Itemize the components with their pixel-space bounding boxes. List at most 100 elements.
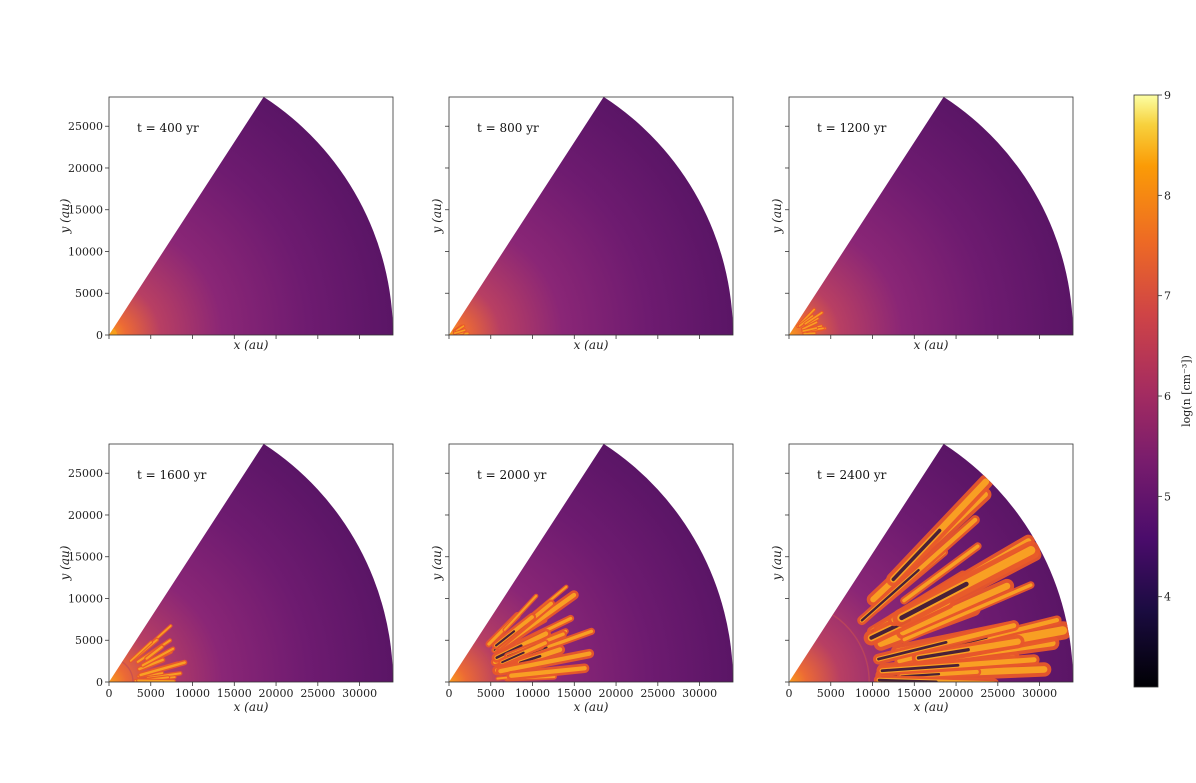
- finger-void: [916, 648, 970, 660]
- colorbar-tick-label: 9: [1164, 89, 1171, 102]
- x-tick-label: 30000: [682, 687, 717, 700]
- colorbar-label: log(n [cm⁻³]): [1180, 355, 1193, 427]
- finger-core: [902, 544, 980, 603]
- y-axis-label: y (au): [58, 545, 72, 581]
- y-axis-label: y (au): [770, 198, 784, 234]
- time-label: t = 2000 yr: [477, 468, 547, 482]
- finger-void: [518, 654, 542, 664]
- density-wedge: [109, 96, 393, 336]
- inner-ring: [832, 614, 870, 682]
- axes-frame: [448, 96, 734, 336]
- axes-frame: [448, 443, 734, 683]
- finger-core: [141, 647, 175, 667]
- colorbar-tick-label: 4: [1164, 591, 1171, 604]
- finger-core: [802, 327, 818, 332]
- finger-core: [129, 641, 152, 662]
- time-label: t = 1200 yr: [817, 121, 887, 135]
- axes-frame: [788, 443, 1074, 683]
- x-axis-label: x (au): [574, 700, 609, 714]
- x-tick-label: 0: [106, 687, 113, 700]
- x-tick-label: 20000: [259, 687, 294, 700]
- x-axis-label: x (au): [234, 700, 269, 714]
- panel-3: x (au) y (au) t = 1200 yr: [770, 96, 1074, 352]
- x-tick-label: 15000: [217, 687, 252, 700]
- y-axis-label: y (au): [58, 198, 72, 234]
- finger-core: [139, 661, 186, 677]
- finger-void: [501, 651, 525, 664]
- finger-core: [498, 651, 592, 674]
- y-tick-label: 15000: [68, 551, 103, 564]
- time-label: t = 1600 yr: [137, 468, 207, 482]
- y-tick-label: 5000: [75, 287, 103, 300]
- y-tick-label: 25000: [68, 120, 103, 133]
- panels: 0 5000 10000 15000 20000 25000 x (au) y (au) t =…: [58, 96, 1074, 714]
- finger-core: [798, 315, 814, 327]
- shell-fragments: [796, 307, 827, 336]
- x-axis-label: x (au): [914, 338, 949, 352]
- y-tick-label: 10000: [68, 592, 103, 605]
- finger-core: [802, 321, 818, 330]
- finger-core: [145, 645, 163, 660]
- x-tick-label: 25000: [300, 687, 335, 700]
- time-label: t = 2400 yr: [817, 468, 887, 482]
- x-tick-label: 15000: [897, 687, 932, 700]
- x-axis-label: x (au): [914, 700, 949, 714]
- finger-core: [899, 582, 1011, 636]
- inner-ring: [472, 644, 494, 682]
- colorbar-tick-label: 6: [1164, 390, 1171, 403]
- finger-core: [902, 583, 1033, 642]
- colorbar-tick-label: 7: [1164, 290, 1171, 303]
- inner-ring: [121, 661, 134, 682]
- y-tick-label: 20000: [68, 509, 103, 522]
- y-tick-label: 25000: [68, 467, 103, 480]
- colorbar-tick-label: 8: [1164, 189, 1171, 202]
- x-tick-label: 30000: [342, 687, 377, 700]
- finger-core: [509, 666, 587, 678]
- finger-void: [495, 630, 516, 647]
- colorbar-gradient: [1133, 94, 1159, 688]
- axes-frame: [108, 443, 394, 683]
- finger-core: [455, 325, 465, 332]
- time-label: t = 400 yr: [137, 121, 199, 135]
- x-tick-label: 20000: [599, 687, 634, 700]
- x-tick-label: 10000: [855, 687, 890, 700]
- y-axis-label: y (au): [430, 198, 444, 234]
- finger-void: [860, 568, 920, 622]
- density-wedge: [789, 96, 1073, 336]
- colorbar: 4 5 6 7 8 9 log(n [cm⁻³]): [1133, 89, 1193, 688]
- x-tick-label: 5000: [477, 687, 505, 700]
- panel-6: 0 5000 10000 15000 20000 25000 30000 x (au) y (a…: [770, 443, 1074, 714]
- panel-5: 0 5000 10000 15000 20000 25000 30000 x (au) y (a…: [430, 443, 734, 714]
- finger-void: [880, 663, 960, 673]
- finger-core: [453, 329, 466, 335]
- x-tick-label: 15000: [557, 687, 592, 700]
- y-tick-label: 0: [96, 676, 103, 689]
- x-axis-label: x (au): [234, 338, 269, 352]
- density-wedge: [449, 96, 733, 336]
- y-axis-label: y (au): [430, 545, 444, 581]
- panel-2: x (au) y (au) t = 800 yr: [430, 96, 734, 352]
- shell-fragments: [472, 584, 596, 682]
- x-tick-label: 5000: [137, 687, 165, 700]
- axes-frame: [108, 96, 394, 336]
- x-tick-label: 5000: [817, 687, 845, 700]
- density-wedge: [109, 443, 393, 682]
- shell-fragments: [121, 624, 188, 682]
- x-tick-label: 20000: [939, 687, 974, 700]
- shell-fragments: [452, 324, 470, 336]
- panel-1: 0 5000 10000 15000 20000 25000 x (au) y (au) t =…: [58, 96, 394, 352]
- panel-4: 0 5000 10000 15000 20000 25000 0 5000 10000 15000…: [58, 443, 394, 714]
- x-tick-label: 0: [786, 687, 793, 700]
- x-tick-label: 10000: [515, 687, 550, 700]
- shell-fragments: [832, 474, 1073, 682]
- x-tick-label: 25000: [980, 687, 1015, 700]
- time-label: t = 800 yr: [477, 121, 539, 135]
- finger-void: [877, 640, 948, 661]
- y-tick-label: 20000: [68, 162, 103, 175]
- y-tick-label: 0: [96, 329, 103, 342]
- y-tick-label: 15000: [68, 204, 103, 217]
- x-tick-label: 10000: [175, 687, 210, 700]
- x-tick-label: 25000: [640, 687, 675, 700]
- y-tick-label: 10000: [68, 245, 103, 258]
